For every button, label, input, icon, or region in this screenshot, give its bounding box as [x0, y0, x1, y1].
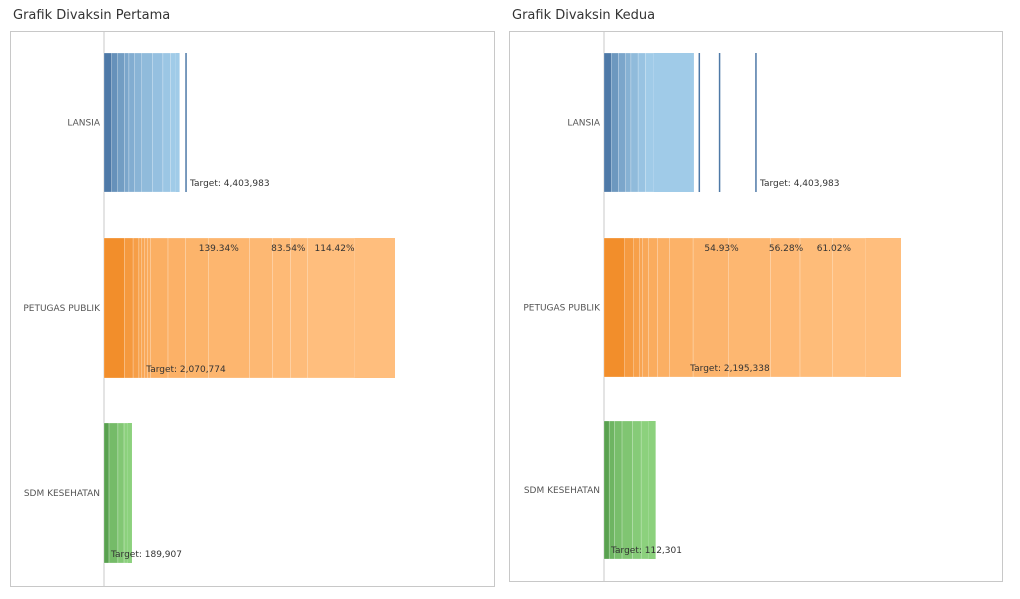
bar-segment — [624, 237, 634, 378]
chart-frame-first — [10, 31, 495, 587]
chart-title-second: Grafik Divaksin Kedua — [512, 8, 656, 23]
bar-segment — [639, 237, 643, 378]
bar-segment — [614, 420, 623, 560]
category-label: SDM KESEHATAN — [24, 489, 100, 499]
bar-segment — [632, 420, 642, 560]
bar-segment — [150, 237, 169, 379]
bar-segment — [124, 237, 134, 379]
bar-segment — [175, 53, 180, 192]
bar-segment — [603, 52, 612, 193]
target-label: Target: 4,403,983 — [759, 179, 840, 189]
bar-segment — [134, 52, 142, 193]
bar-segment — [618, 52, 626, 193]
target-label: Target: 2,195,338 — [689, 364, 770, 374]
bar-segment — [132, 237, 140, 379]
bar-segment — [103, 422, 110, 564]
bar-segment — [307, 237, 355, 379]
bar-segment — [648, 421, 656, 559]
bar-segment — [167, 237, 186, 379]
target-label: Target: 189,907 — [110, 550, 182, 560]
bar-segment — [141, 52, 153, 193]
chart-frame-second — [509, 31, 1003, 582]
bar-segment — [290, 237, 308, 379]
bar-segment — [108, 422, 119, 564]
percent-label: 139.34% — [199, 244, 239, 254]
bar-segment — [633, 237, 640, 378]
target-label: Target: 4,403,983 — [189, 179, 270, 189]
bar-segment — [653, 53, 694, 192]
percent-label: 61.02% — [817, 244, 852, 254]
bar-segment — [657, 237, 670, 378]
bar-segment — [625, 52, 632, 193]
target-label: Target: 112,301 — [610, 546, 682, 556]
bar-segment — [645, 52, 654, 193]
bar-segment — [770, 237, 801, 378]
percent-label: 83.54% — [271, 244, 306, 254]
category-label: PETUGAS PUBLIK — [523, 304, 601, 314]
percent-label: 56.28% — [769, 244, 804, 254]
bar-segment — [865, 238, 901, 377]
bar-segment — [603, 420, 610, 560]
bar-segment — [147, 237, 151, 379]
bar-segment — [144, 237, 148, 379]
percent-label: 114.42% — [315, 244, 355, 254]
bar-segment — [111, 52, 118, 193]
bar-segment — [669, 237, 694, 378]
bar-segment — [128, 52, 135, 193]
bar-segment — [127, 423, 132, 563]
bar-segment — [249, 237, 273, 379]
bar-segment — [185, 237, 209, 379]
bar-segment — [640, 420, 649, 560]
category-label: LANSIA — [567, 119, 600, 129]
bar-segment — [152, 52, 164, 193]
bar-segment — [208, 237, 250, 379]
bar-segment — [138, 237, 143, 379]
bar-segment — [610, 52, 619, 193]
chart-title-first: Grafik Divaksin Pertama — [13, 8, 171, 23]
bar-segment — [648, 237, 658, 378]
bar-segment — [637, 52, 646, 193]
bar-segment — [272, 237, 291, 379]
category-label: LANSIA — [67, 119, 100, 129]
bar-segment — [608, 420, 615, 560]
bar-segment — [630, 52, 639, 193]
category-label: PETUGAS PUBLIK — [23, 304, 101, 314]
bar-segment — [603, 237, 625, 378]
bar-segment — [642, 237, 649, 378]
bar-segment — [170, 52, 176, 193]
bar-segment — [124, 52, 130, 193]
bar-segment — [832, 237, 866, 378]
bar-segment — [621, 420, 633, 560]
bar-segment — [117, 52, 125, 193]
bar-segment — [354, 238, 395, 378]
bar-segment — [141, 237, 145, 379]
bar-segment — [103, 52, 112, 193]
bar-segment — [103, 237, 125, 379]
percent-label: 54.93% — [704, 244, 739, 254]
target-label: Target: 2,070,774 — [145, 365, 226, 375]
bar-segment — [728, 237, 771, 378]
bar-segment — [162, 52, 171, 193]
bar-segment — [692, 237, 729, 378]
category-label: SDM KESEHATAN — [524, 486, 600, 496]
bar-segment — [123, 422, 129, 564]
bar-segment — [117, 422, 125, 564]
bar-segment — [799, 237, 833, 378]
